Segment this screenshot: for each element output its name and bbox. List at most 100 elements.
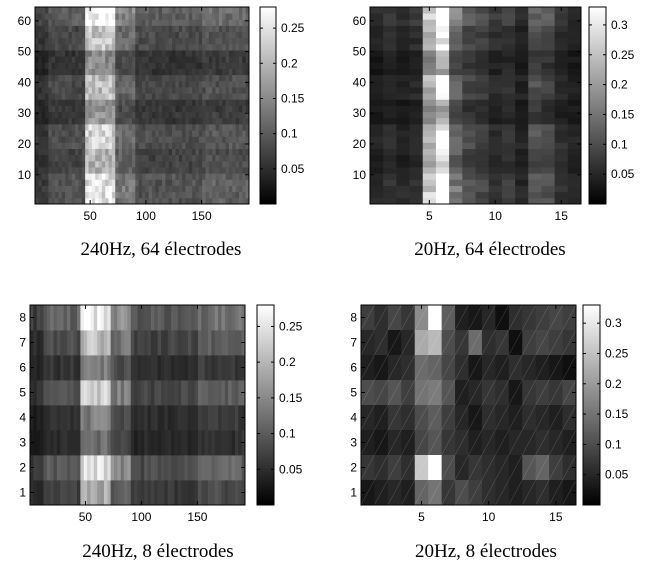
heatmap-cell [55,142,59,149]
heatmap-cell [108,191,113,199]
heatmap-cell [370,179,384,186]
heatmap-cell [370,142,384,149]
heatmap-cell [175,191,180,199]
heatmap-cell-edge [508,329,523,356]
heatmap-cell [435,154,450,162]
heatmap-cell [105,167,109,174]
heatmap-cell [111,179,116,186]
heatmap-cell [148,105,153,113]
colorbar-tick-label: 0.05 [281,162,305,176]
heatmap-cell [48,173,53,180]
heatmap-cell [55,167,59,174]
heatmap-cell [383,80,397,88]
heatmap-cell [35,197,39,205]
heatmap-cell [475,68,490,76]
heatmap-cell [55,117,59,125]
heatmap-cell [137,380,142,406]
heatmap-cell [85,123,89,131]
heatmap-cell [205,25,210,33]
heatmap-cell [238,87,243,94]
heatmap-cell [208,405,212,431]
heatmap-cell [83,405,88,431]
heatmap-cell [435,93,450,100]
heatmap-cell [195,179,200,186]
heatmap-cell [134,455,138,481]
heatmap-cell [167,355,172,381]
heatmap-cell [65,50,69,57]
heatmap-cell [158,173,163,180]
heatmap-cell [121,111,126,119]
heatmap-cell [185,130,190,137]
heatmap-cell [73,480,78,506]
heatmap-cell [45,80,49,88]
heatmap-cell [222,87,226,94]
heatmap-cell [235,173,240,180]
heatmap-cell [164,405,169,431]
heatmap-cell [61,160,66,168]
heatmap-cell [97,455,101,481]
heatmap-cell [549,330,563,356]
colorbar-frame [582,304,601,506]
heatmap-cell [91,50,96,57]
heatmap-cell [145,43,150,51]
heatmap-cell [211,430,216,456]
heatmap-cell [235,160,240,168]
y-tick-label: 1 [350,486,357,500]
heatmap-cell [154,405,159,431]
heatmap-cell [191,405,196,431]
heatmap-cell [414,380,429,406]
heatmap-cell [51,142,56,149]
heatmap-cell [142,99,146,106]
heatmap-cell [228,455,232,481]
heatmap-cell [222,130,226,137]
heatmap-cell-edge [454,429,469,456]
heatmap-cell [158,99,163,106]
heatmap-cell [198,93,203,100]
heatmap-cell [142,13,146,20]
heatmap-cell [228,405,232,431]
heatmap-cell [87,380,91,406]
heatmap-cell [195,105,200,113]
heatmap-cell [78,173,83,180]
heatmap-cell [168,148,173,156]
heatmap-cell [215,130,220,137]
heatmap-cell [449,197,463,205]
heatmap-cell [115,31,119,39]
heatmap-cell [211,405,216,431]
heatmap-cell [208,130,213,137]
heatmap-cell [135,173,140,180]
heatmap-cell [182,37,186,45]
heatmap-cell [238,99,243,106]
heatmap-cell [167,480,172,506]
heatmap-cell [60,455,64,481]
heatmap-cell [117,330,122,356]
heatmap-cell [118,191,123,199]
heatmap-cell [435,19,450,26]
heatmap-cell [396,87,410,94]
heatmap-cell [45,68,49,76]
heatmap-cell [158,74,163,82]
heatmap-cell [71,68,76,76]
heatmap-cell [370,25,384,33]
heatmap-cell [108,74,113,82]
heatmap-cell [90,355,95,381]
heatmap-cell [567,99,582,106]
heatmap-cell [55,136,59,143]
heatmap-cell [71,43,76,51]
heatmap-cell [475,74,490,82]
heatmap-cell [88,123,93,131]
heatmap-cell [38,37,43,45]
heatmap-cell [175,123,180,131]
heatmap-cell [124,380,128,406]
heatmap-cell [68,191,73,199]
heatmap-cell [155,80,160,88]
heatmap-cell [218,455,222,481]
heatmap-cell [515,136,529,143]
heatmap-cell [111,50,116,57]
heatmap-cell [131,130,136,137]
heatmap-cell [185,74,190,82]
heatmap-cell [228,37,233,45]
heatmap-cell [167,430,172,456]
heatmap-cell [168,13,173,20]
heatmap-cell [218,191,223,199]
